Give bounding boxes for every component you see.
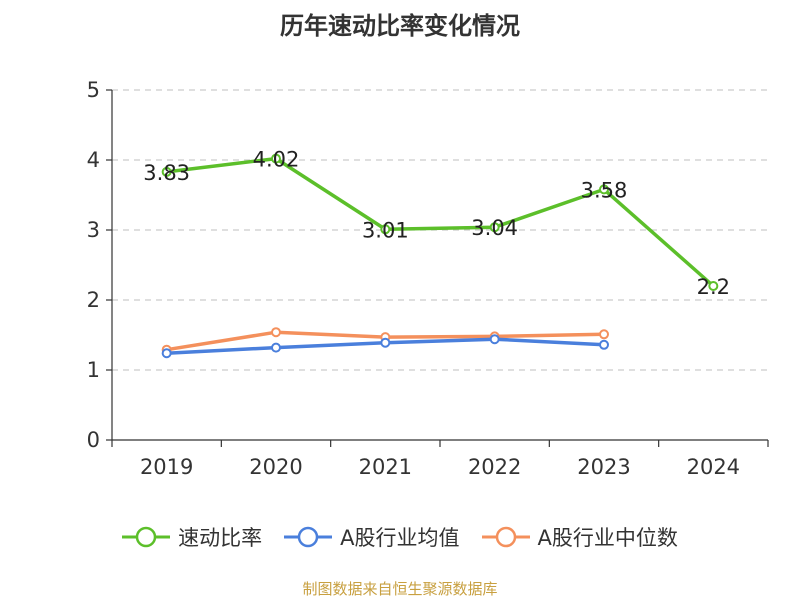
legend-item[interactable]: 速动比率 xyxy=(122,522,262,552)
legend-label: A股行业中位数 xyxy=(537,526,678,550)
x-tick-label: 2022 xyxy=(468,455,521,479)
x-tick-label: 2024 xyxy=(687,455,740,479)
data-point xyxy=(271,342,281,353)
data-label: 3.01 xyxy=(362,218,409,242)
data-point xyxy=(599,184,609,195)
data-point xyxy=(599,339,609,350)
data-point xyxy=(489,222,500,233)
legend-item[interactable]: A股行业中位数 xyxy=(481,522,678,552)
y-tick-label: 4 xyxy=(87,148,100,172)
y-tick-label: 5 xyxy=(87,78,100,102)
data-point xyxy=(271,327,281,338)
data-point xyxy=(161,348,172,359)
axes: 0 1 2 3 4 5 2019 2020 2021 2022 2023 2024 xyxy=(87,78,769,479)
y-tick-label: 3 xyxy=(87,218,100,242)
y-tick-label: 2 xyxy=(87,288,100,312)
data-label: 3.04 xyxy=(471,216,518,240)
x-tick-label: 2019 xyxy=(140,455,193,479)
data-label: 2.2 xyxy=(697,275,730,299)
chart-title: 历年速动比率变化情况 xyxy=(280,12,520,40)
data-labels: 3.83 4.02 3.01 3.04 3.58 2.2 xyxy=(143,148,730,299)
source-note: 制图数据来自恒生聚源数据库 xyxy=(302,580,498,598)
data-point xyxy=(161,166,172,177)
data-label: 4.02 xyxy=(253,148,300,172)
legend: 速动比率 A股行业均值 A股行业中位数 xyxy=(0,520,800,554)
data-point xyxy=(380,224,391,235)
legend-swatch-icon xyxy=(284,526,333,548)
data-point xyxy=(599,329,609,340)
x-tick-label: 2020 xyxy=(249,455,302,479)
data-label: 3.58 xyxy=(581,178,628,202)
legend-label: 速动比率 xyxy=(178,526,263,550)
data-point xyxy=(708,281,719,291)
legend-item[interactable]: A股行业均值 xyxy=(284,522,460,552)
y-tick-label: 1 xyxy=(87,358,100,382)
series-line xyxy=(166,156,715,288)
x-tick-label: 2021 xyxy=(359,455,412,479)
legend-swatch-icon xyxy=(122,526,171,548)
legend-swatch-icon xyxy=(481,526,530,548)
series-lines xyxy=(161,153,719,359)
data-point xyxy=(271,153,281,164)
y-tick-label: 0 xyxy=(87,428,100,452)
x-tick-label: 2023 xyxy=(577,455,630,479)
data-point xyxy=(380,337,391,348)
legend-label: A股行业均值 xyxy=(340,526,460,550)
data-point xyxy=(489,334,500,345)
data-label: 3.83 xyxy=(143,161,190,185)
